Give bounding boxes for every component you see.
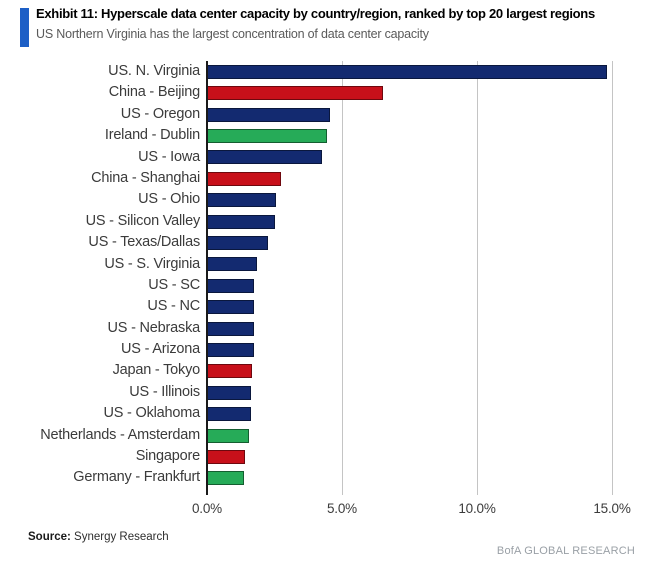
bar-us-iowa — [207, 150, 322, 165]
bar-japan-tokyo — [207, 364, 253, 379]
bar-us-oregon — [207, 107, 330, 122]
exhibit-subtitle: US Northern Virginia has the largest con… — [36, 27, 429, 41]
gridline — [477, 61, 478, 495]
category-label: US - Illinois — [129, 383, 200, 400]
category-label: China - Beijing — [108, 84, 201, 101]
x-tick-label: 0.0% — [192, 501, 222, 516]
bar-china-shanghai — [207, 171, 282, 186]
bar-us-silicon-valley — [207, 214, 275, 229]
exhibit-accent-bar — [20, 8, 29, 47]
bar-us-nebraska — [207, 321, 255, 336]
category-label: US - NC — [147, 298, 200, 315]
source-value: Synergy Research — [70, 531, 169, 543]
x-tick-label: 15.0% — [593, 501, 631, 516]
gridline — [612, 61, 613, 495]
brand-bofa-global-research: BofA GLOBAL RESEARCH — [496, 545, 635, 557]
category-label: Ireland - Dublin — [104, 127, 200, 144]
bar-us-oklahoma — [207, 407, 251, 422]
exhibit-title: Exhibit 11: Hyperscale data center capac… — [36, 6, 595, 21]
bar-us-s-virginia — [207, 257, 257, 272]
gridline — [342, 61, 343, 495]
bar-us-arizona — [207, 342, 254, 357]
source-line: Source: Synergy Research — [28, 531, 169, 543]
category-label: China - Shanghai — [91, 169, 200, 186]
bar-us-illinois — [207, 385, 251, 400]
x-tick-label: 10.0% — [458, 501, 496, 516]
category-label: US - Silicon Valley — [85, 212, 201, 229]
bar-singapore — [207, 449, 246, 464]
category-label: US - Oklahoma — [103, 405, 200, 422]
category-label: Netherlands - Amsterdam — [40, 426, 200, 443]
category-label: Germany - Frankfurt — [73, 469, 200, 486]
plot-area: 0.0% 5.0% 10.0% 15.0% — [192, 61, 640, 516]
category-label: Japan - Tokyo — [112, 362, 201, 379]
bar-germany-frankfurt — [207, 471, 245, 486]
bar-china-beijing — [207, 86, 383, 101]
category-label: US - S. Virginia — [104, 255, 200, 272]
category-labels: US. N. Virginia China - Beijing US - Orego… — [0, 61, 200, 489]
x-tick-label: 5.0% — [327, 501, 357, 516]
category-label: Singapore — [135, 448, 201, 465]
category-label: US - Ohio — [138, 191, 200, 208]
bar-us-sc — [207, 278, 255, 293]
bar-us-ohio — [207, 193, 276, 208]
category-label: US. N. Virginia — [108, 63, 200, 79]
bar-netherlands-amsterdam — [207, 428, 249, 443]
category-label: US - Arizona — [121, 341, 200, 358]
bar-ireland-dublin — [207, 128, 328, 143]
category-label: US - Nebraska — [107, 319, 201, 336]
category-label: US - Iowa — [138, 148, 200, 165]
y-axis-line — [206, 61, 208, 495]
category-label: US - Oregon — [120, 105, 200, 122]
source-label: Source: — [28, 531, 71, 543]
bar-us-n-virginia — [207, 64, 607, 79]
bar-us-nc — [207, 300, 255, 315]
bar-us-texas-dallas — [207, 235, 268, 250]
category-label: US - SC — [148, 276, 200, 293]
category-label: US - Texas/Dallas — [88, 234, 200, 251]
